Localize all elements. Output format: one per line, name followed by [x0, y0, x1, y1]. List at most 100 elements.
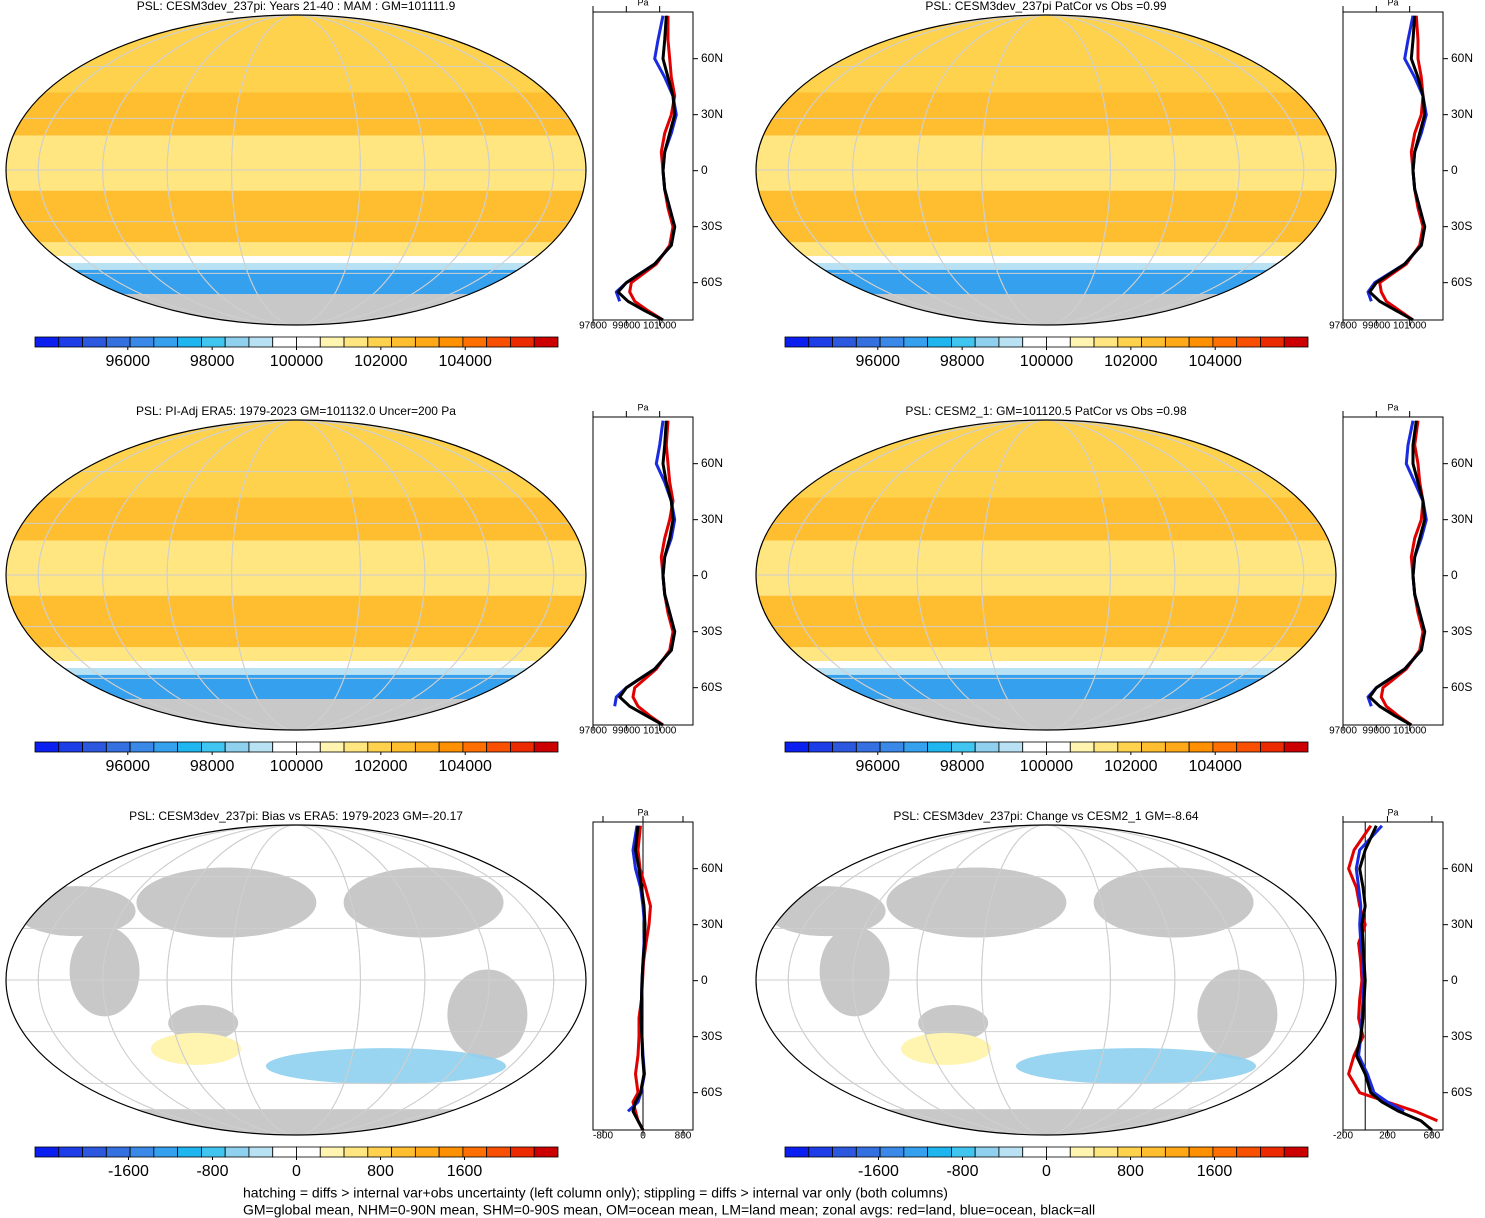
- colorbar-box: [510, 741, 535, 753]
- land: [886, 867, 1067, 938]
- colorbar-box: [974, 1146, 1000, 1158]
- colorbar-label: -1600: [108, 1163, 149, 1180]
- colorbar-box: [391, 336, 416, 348]
- colorbar-box: [296, 1146, 321, 1158]
- colorbar-box: [1212, 741, 1238, 753]
- y-tick-label: 30N: [701, 917, 723, 931]
- x-tick-label: 97000: [1329, 321, 1357, 332]
- zonal-line: [616, 15, 677, 322]
- x-tick-label: 101000: [643, 726, 677, 737]
- profile-xlabel: Pa: [1387, 402, 1398, 412]
- colorbar-box: [974, 741, 1000, 753]
- colorbar-box: [1260, 741, 1285, 753]
- colorbar-box: [201, 336, 226, 348]
- profile-frame: [592, 11, 694, 321]
- colorbar-label: 96000: [106, 758, 151, 775]
- y-tick-label: 0: [701, 163, 708, 177]
- panel-title: PSL: CESM3dev_237pi: Change vs CESM2_1 G…: [893, 809, 1198, 823]
- profile-xlabel: Pa: [1387, 807, 1398, 817]
- colorbar-box: [927, 741, 952, 753]
- footer-note: hatching = diffs > internal var+obs unce…: [243, 1185, 948, 1201]
- x-tick-label: 200: [1379, 1131, 1396, 1142]
- colorbar-box: [510, 1146, 535, 1158]
- zonal-line: [631, 825, 647, 1131]
- colorbar-box: [414, 1146, 440, 1158]
- colorbar-box: [1069, 741, 1095, 753]
- colorbar-label: 800: [367, 1163, 394, 1180]
- colorbar-box: [224, 741, 250, 753]
- colorbar-box: [1164, 1146, 1190, 1158]
- colorbar-box: [438, 336, 464, 348]
- colorbar-label: 102000: [354, 758, 407, 775]
- x-tick-label: 97000: [579, 726, 607, 737]
- colorbar-box: [1046, 1146, 1071, 1158]
- colorbar-box: [879, 1146, 905, 1158]
- colorbar-box: [998, 336, 1024, 348]
- colorbar-box: [1117, 741, 1142, 753]
- x-tick-label: -200: [1333, 1131, 1353, 1142]
- land: [69, 926, 140, 1017]
- profile-xlabel: Pa: [1387, 0, 1398, 7]
- colorbar-box: [784, 336, 810, 348]
- colorbar-box: [951, 741, 976, 753]
- y-tick-label: 30N: [1451, 107, 1473, 121]
- colorbar-box: [1046, 336, 1071, 348]
- colorbar-box: [319, 336, 345, 348]
- map-band: [6, 294, 586, 325]
- x-tick-label: 97000: [579, 321, 607, 332]
- colorbar-box: [1236, 336, 1261, 348]
- colorbar-box: [129, 741, 155, 753]
- map-border: [755, 14, 1337, 326]
- map-band: [756, 15, 1336, 93]
- x-tick-label: 101000: [1393, 726, 1427, 737]
- map-band: [756, 263, 1336, 270]
- colorbar-box: [105, 336, 131, 348]
- colorbar-box: [153, 741, 179, 753]
- colorbar-box: [248, 741, 274, 753]
- map: [756, 15, 1336, 325]
- panel-title: PSL: CESM3dev_237pi: Bias vs ERA5: 1979-…: [129, 809, 463, 823]
- y-tick-label: 0: [1451, 163, 1458, 177]
- colorbar-box: [1188, 1146, 1214, 1158]
- colorbar-box: [998, 1146, 1024, 1158]
- colorbar-box: [903, 741, 929, 753]
- colorbar-box: [82, 741, 107, 753]
- colorbar-box: [1260, 1146, 1285, 1158]
- colorbar-box: [974, 336, 1000, 348]
- footer-note: GM=global mean, NHM=0-90N mean, SHM=0-90…: [243, 1202, 1095, 1218]
- colorbar-box: [272, 741, 297, 753]
- profile-frame: [1342, 821, 1444, 1131]
- y-tick-label: 30S: [701, 1029, 722, 1043]
- y-tick-label: 60S: [701, 1085, 722, 1099]
- colorbar-label: 98000: [190, 353, 235, 370]
- colorbar-box: [296, 741, 321, 753]
- map-border: [5, 824, 587, 1136]
- map-band: [6, 1109, 586, 1135]
- y-tick-label: 60N: [1451, 861, 1473, 875]
- colorbar-box: [438, 741, 464, 753]
- zonal-line: [1347, 824, 1438, 1123]
- colorbar-box: [462, 1146, 488, 1158]
- colorbar-box: [808, 741, 833, 753]
- colorbar-box: [784, 1146, 810, 1158]
- map-band: [6, 540, 586, 596]
- zonal-line: [613, 420, 677, 707]
- map-band: [756, 699, 1336, 730]
- colorbar-box: [1141, 741, 1166, 753]
- colorbar-box: [201, 741, 226, 753]
- colorbar-box: [1236, 741, 1261, 753]
- colorbar-box: [1283, 741, 1309, 753]
- y-tick-label: 30N: [1451, 917, 1473, 931]
- colorbar-label: -1600: [858, 1163, 899, 1180]
- y-tick-label: 60S: [1451, 1085, 1472, 1099]
- colorbar-box: [177, 1146, 202, 1158]
- map-band: [6, 661, 586, 668]
- colorbar-box: [486, 741, 511, 753]
- map-band: [756, 420, 1336, 498]
- colorbar-label: 98000: [940, 353, 985, 370]
- land: [1197, 969, 1278, 1060]
- colorbar-box: [1069, 1146, 1095, 1158]
- colorbar-label: 100000: [1020, 353, 1073, 370]
- map-band: [756, 1109, 1336, 1135]
- colorbar-box: [58, 741, 83, 753]
